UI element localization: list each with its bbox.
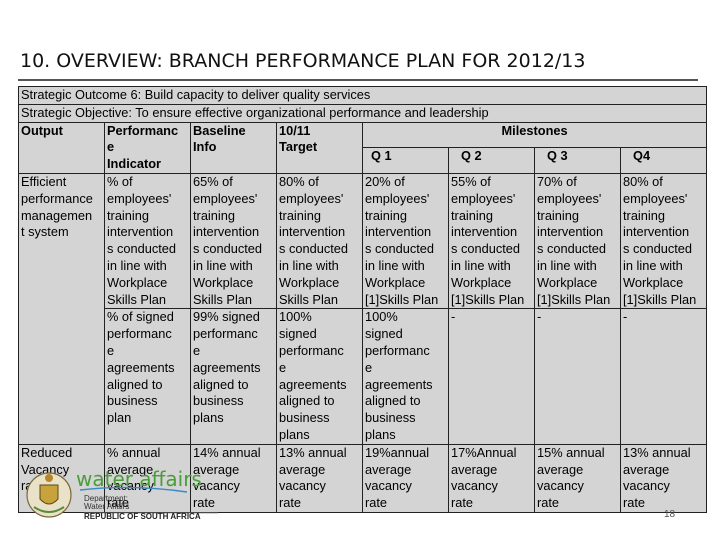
row-q3: - [534, 308, 621, 445]
header-q1: Q 1 [362, 147, 449, 174]
row-q2: - [448, 308, 535, 445]
logo-country: REPUBLIC OF SOUTH AFRICA [84, 512, 201, 521]
page-title: 10. OVERVIEW: BRANCH PERFORMANCE PLAN FO… [20, 50, 586, 72]
performance-plan-table: Strategic Outcome 6: Build capacity to d… [17, 86, 708, 513]
row-q1: 19%annual average vacancy rate [362, 443, 449, 513]
page-number: 18 [664, 509, 676, 520]
quarter-header-row: Q 1 Q 2 Q 3 Q4 [19, 147, 708, 174]
row-baseline: 65% of employees' training intervention … [190, 172, 277, 310]
row-target: 80% of employees' training intervention … [276, 172, 363, 310]
logo-wordmark: water affairs [76, 467, 202, 491]
row-indicator: % of employees' training intervention s … [104, 172, 191, 310]
logo-line-department: Department: [84, 494, 129, 503]
table-row: % of signed performanc e agreements alig… [19, 308, 708, 445]
row-q1: 20% of employees' training intervention … [362, 172, 449, 310]
strategic-outcome: Strategic Outcome 6: Build capacity to d… [17, 86, 708, 105]
row-indicator: % of signed performanc e agreements alig… [104, 308, 191, 445]
coat-of-arms-logo [26, 472, 218, 518]
title-underline [18, 79, 698, 81]
table-row: Efficient performance managemen t system… [18, 172, 708, 445]
row-output: Efficient performance managemen t system [18, 172, 105, 445]
strategic-objective: Strategic Objective: To ensure effective… [17, 103, 708, 123]
header-baseline-info: Baseline Info [190, 121, 277, 174]
logo-line-water-affairs: Water Affairs [84, 502, 130, 511]
header-output: Output [18, 121, 105, 174]
strategic-outcome-row: Strategic Outcome 6: Build capacity to d… [17, 86, 708, 105]
row-q2: 17%Annual average vacancy rate [448, 443, 535, 513]
strategic-objective-row: Strategic Objective: To ensure effective… [17, 103, 708, 123]
row-q4: 13% annual average vacancy rate [619, 443, 708, 513]
row-q4: - [619, 308, 708, 445]
header-row: Output Performanc e Indicator Baseline I… [18, 121, 708, 174]
header-milestones: Milestones [361, 121, 708, 149]
row-q3: 70% of employees' training intervention … [534, 172, 621, 310]
header-q2: Q 2 [448, 147, 535, 174]
header-q3: Q 3 [534, 147, 621, 174]
row-baseline: 99% signed performanc e agreements align… [190, 308, 277, 445]
row-baseline: 14% annual average vacancy rate [190, 443, 277, 513]
row-q3: 15% annual average vacancy rate [534, 443, 621, 513]
row-target: 13% annual average vacancy rate [276, 443, 363, 513]
row-q1: 100% signed performanc e agreements alig… [362, 308, 449, 445]
header-performance-indicator: Performanc e Indicator [104, 121, 191, 174]
row-q4: 80% of employees' training intervention … [619, 172, 708, 310]
row-target: 100% signed performanc e agreements alig… [276, 308, 363, 445]
row-indicator: % annual average vacancy rate [104, 443, 191, 513]
header-q4: Q4 [619, 147, 708, 174]
logo-department: Department: Water Affairs [84, 495, 129, 511]
row-q2: 55% of employees' training intervention … [448, 172, 535, 310]
header-target: 10/11 Target [276, 121, 363, 174]
